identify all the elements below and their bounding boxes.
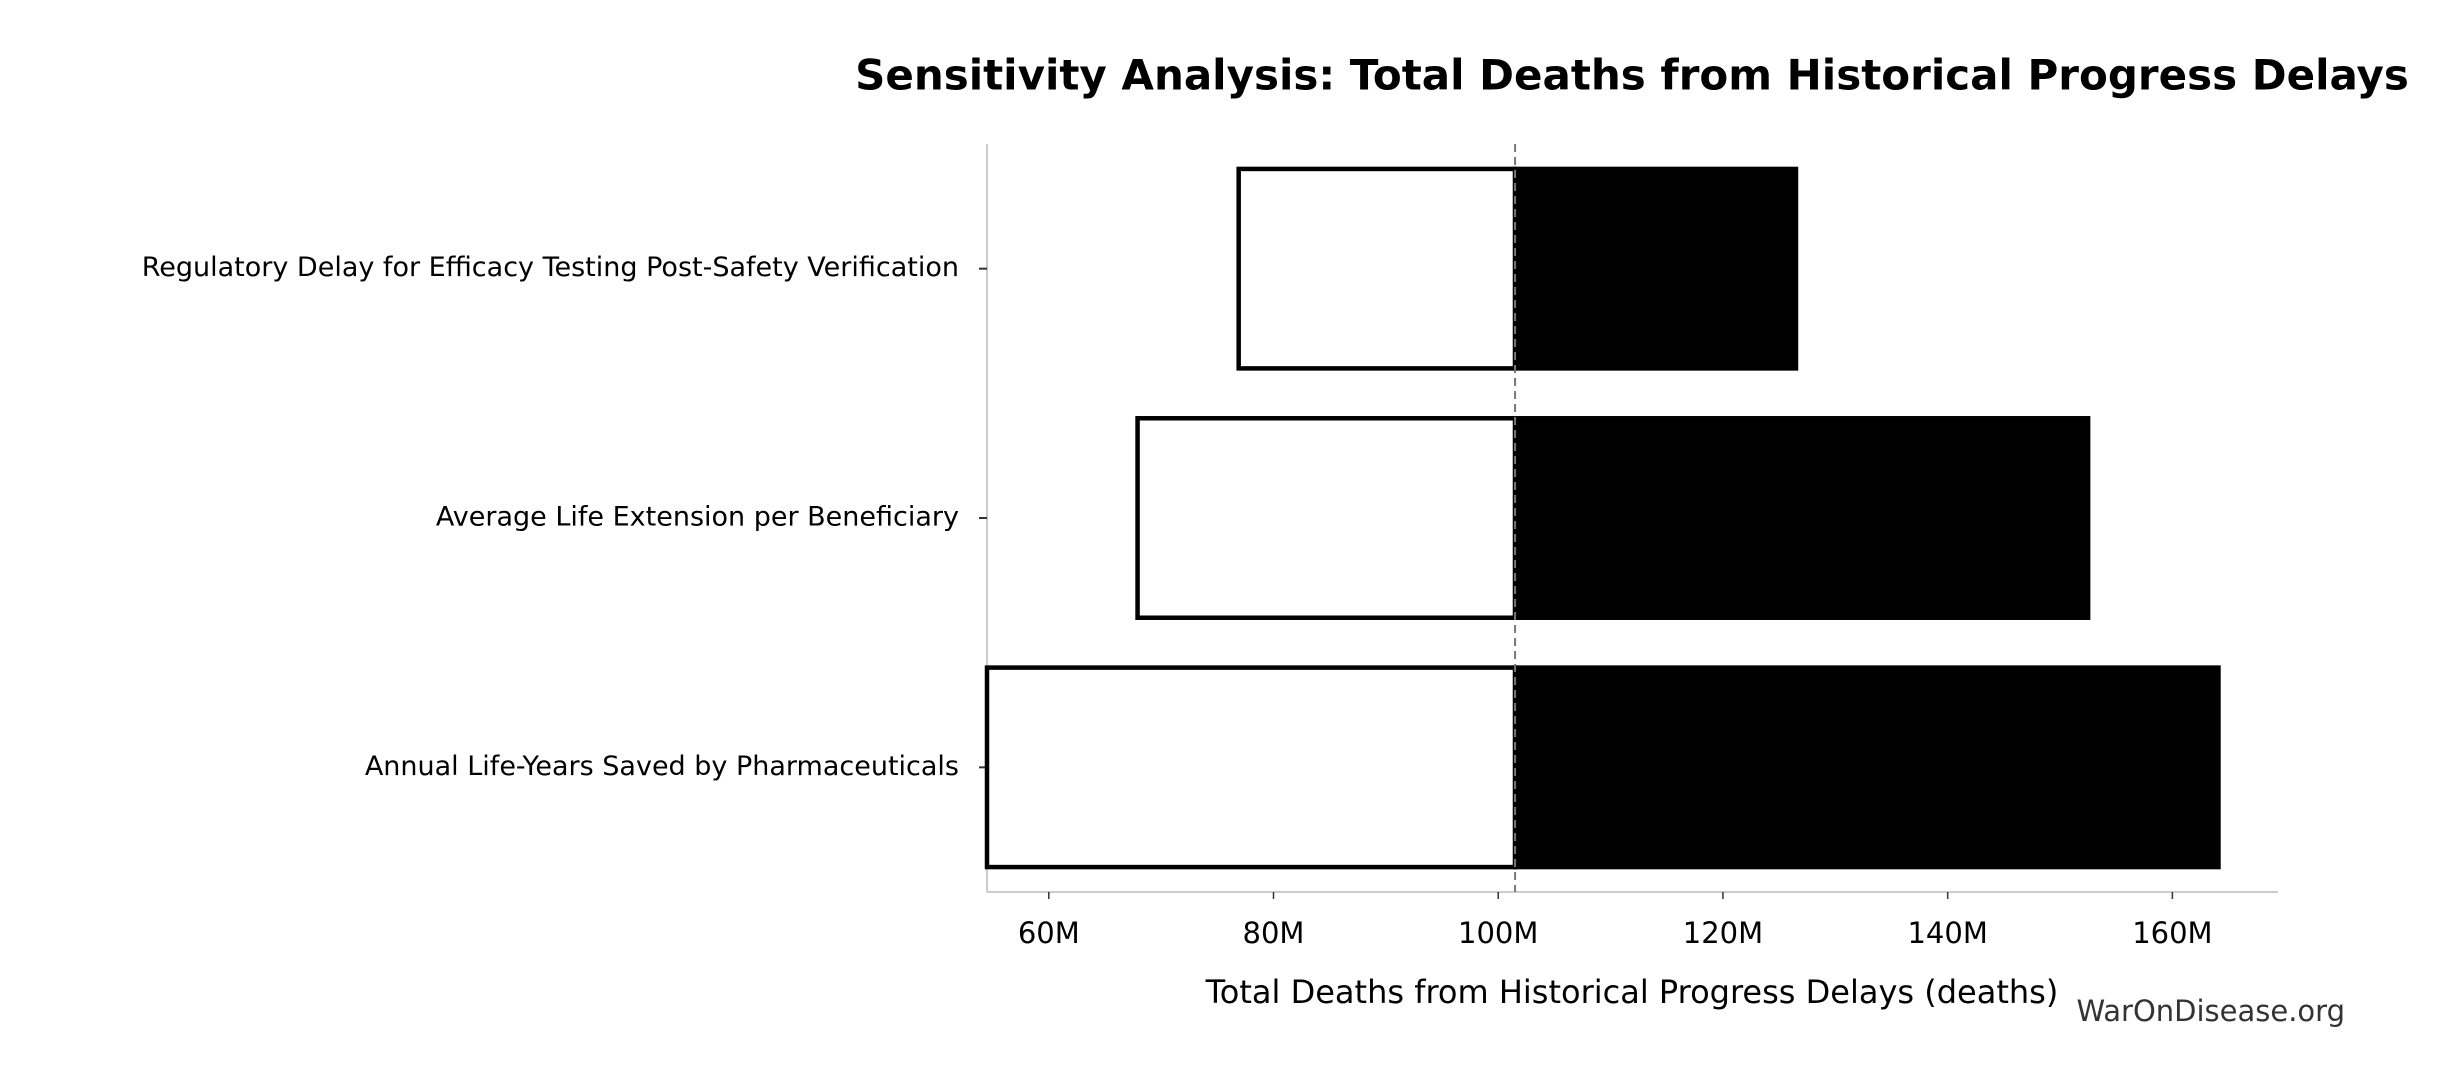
y-tick-label: Regulatory Delay for Efficacy Testing Po…: [142, 252, 959, 283]
x-tick-label: 80M: [1243, 916, 1305, 950]
watermark: WarOnDisease.org: [2076, 994, 2345, 1028]
chart-title: Sensitivity Analysis: Total Deaths from …: [855, 51, 2409, 100]
bar: [1236, 166, 1518, 371]
bar: [1512, 665, 2221, 870]
bar: [1135, 416, 1518, 620]
y-tick-label: Annual Life-Years Saved by Pharmaceutica…: [365, 751, 959, 782]
x-tick-label: 100M: [1458, 916, 1538, 950]
x-axis-label: Total Deaths from Historical Progress De…: [1205, 973, 2059, 1011]
x-tick-label: 140M: [1907, 916, 1987, 950]
x-tick-label: 120M: [1683, 916, 1763, 950]
x-tick-label: 160M: [2132, 916, 2212, 950]
bar: [1512, 416, 2091, 620]
bar: [984, 665, 1518, 870]
bar: [1512, 166, 1799, 371]
x-tick-label: 60M: [1018, 916, 1080, 950]
y-tick-label: Average Life Extension per Beneficiary: [436, 502, 959, 533]
